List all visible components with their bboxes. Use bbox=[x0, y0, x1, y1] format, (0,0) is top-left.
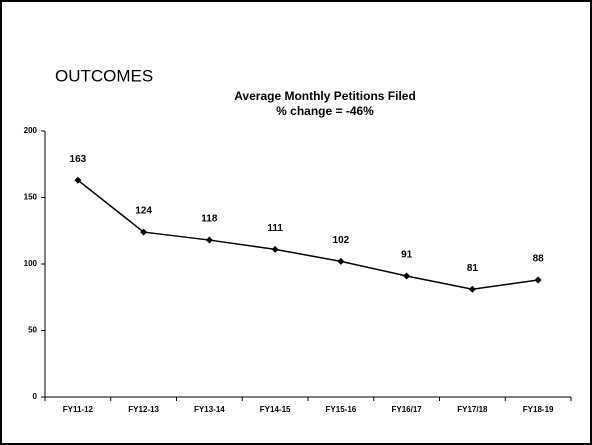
data-label: 102 bbox=[333, 235, 350, 246]
data-label: 118 bbox=[201, 214, 218, 225]
data-label: 124 bbox=[135, 206, 152, 217]
marker bbox=[74, 176, 82, 184]
x-tick-label: FY13-14 bbox=[194, 405, 225, 414]
marker bbox=[337, 257, 345, 265]
marker bbox=[205, 236, 213, 244]
x-tick-label: FY14-15 bbox=[260, 405, 291, 414]
x-tick-label: FY17/18 bbox=[457, 405, 488, 414]
data-label: 111 bbox=[267, 223, 283, 234]
marker bbox=[140, 228, 148, 236]
data-label: 88 bbox=[533, 254, 545, 265]
marker bbox=[403, 272, 411, 280]
x-tick-label: FY16/17 bbox=[392, 405, 423, 414]
y-tick-label: 200 bbox=[24, 126, 38, 135]
y-tick-label: 150 bbox=[24, 193, 38, 202]
y-tick-label: 50 bbox=[28, 326, 37, 335]
line bbox=[77, 179, 539, 291]
marker bbox=[468, 285, 476, 293]
y-tick-label: 0 bbox=[33, 392, 38, 401]
x-tick-label: FY11-12 bbox=[63, 405, 94, 414]
chart-subtitle: % change = -46% bbox=[276, 104, 374, 118]
y-tick-label: 100 bbox=[24, 259, 38, 268]
x-tick-label: FY15-16 bbox=[326, 405, 357, 414]
x-tick-label: FY18-19 bbox=[523, 405, 554, 414]
marker bbox=[534, 276, 542, 284]
x-tick-label: FY12-13 bbox=[128, 405, 159, 414]
data-label: 91 bbox=[401, 250, 413, 261]
marker bbox=[271, 245, 279, 253]
data-label: 81 bbox=[467, 263, 479, 274]
slide-title: OUTCOMES bbox=[55, 66, 153, 85]
chart-title: Average Monthly Petitions Filed bbox=[234, 89, 416, 103]
data-label: 163 bbox=[70, 154, 87, 165]
